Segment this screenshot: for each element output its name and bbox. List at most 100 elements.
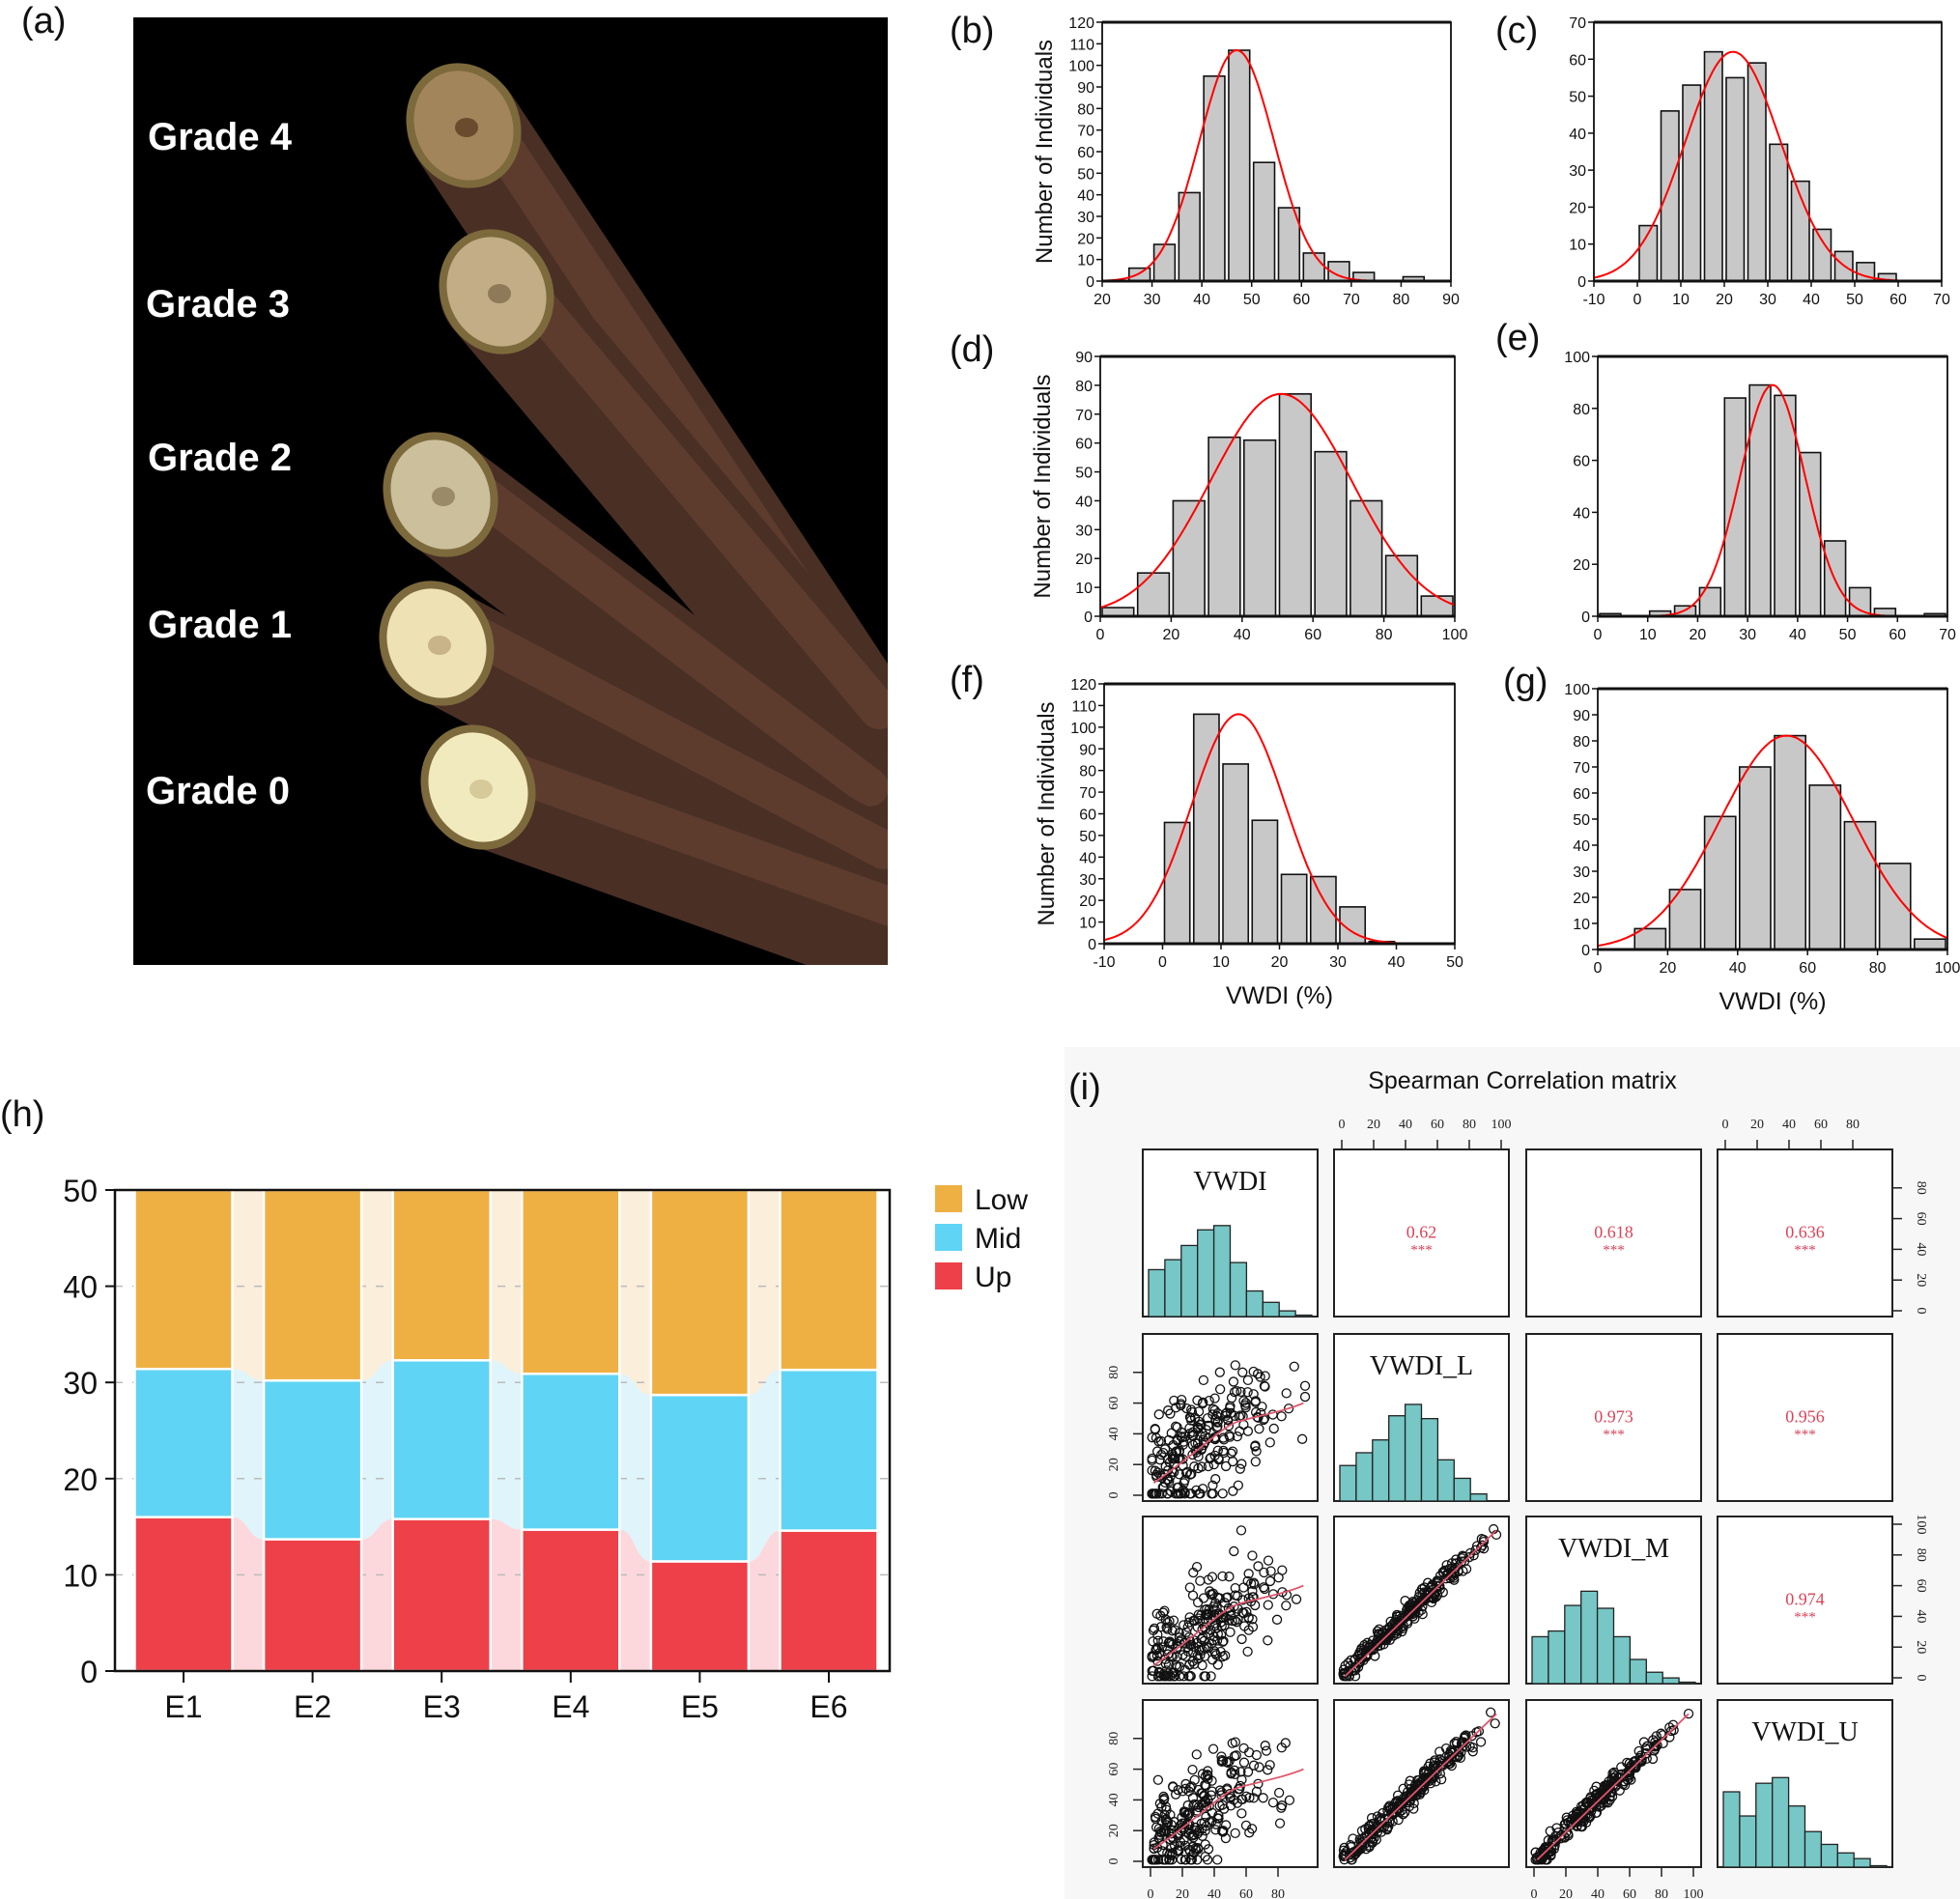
flow-band-up [361, 1518, 393, 1671]
x-tick-label: 100 [1935, 960, 1960, 977]
y-tick-label: 90 [1079, 742, 1096, 758]
x-tick-label: 0 [1594, 960, 1603, 977]
histogram-bar [1774, 734, 1807, 950]
y-tick-label: 40 [1079, 850, 1096, 866]
axis-tick-label: 100 [1491, 1118, 1512, 1132]
histogram-bar [1769, 143, 1789, 282]
flow-band-up [232, 1516, 265, 1671]
bar-segment-mid [262, 1378, 363, 1541]
x-tick-label: 0 [1158, 954, 1167, 971]
y-tick-label: 120 [1070, 677, 1096, 694]
panel-label-d: (d) [950, 329, 994, 370]
bar-segment-mid [649, 1393, 751, 1563]
x-tick-label: -10 [1093, 954, 1115, 971]
scatter-points [1147, 1525, 1302, 1682]
histogram-bar [1262, 1301, 1280, 1318]
x-tick-label: 80 [1376, 627, 1393, 643]
histogram-bar [1799, 451, 1822, 617]
y-tick-label: 70 [1075, 408, 1093, 424]
bar-segment-up [133, 1516, 234, 1673]
y-tick-label: 70 [1569, 15, 1586, 32]
bar-segment-up [779, 1529, 879, 1673]
branch-grade-3 [439, 229, 888, 791]
y-tick-label: 90 [1077, 80, 1094, 97]
matrix-cell-2-3: 0.974*** [1717, 1516, 1893, 1685]
loess-smoother-line [1344, 1713, 1497, 1861]
legend-swatch-low [935, 1185, 962, 1212]
histogram-bar [1725, 76, 1746, 282]
x-tick-label: 60 [1889, 627, 1906, 643]
plot-frame [1597, 355, 1948, 617]
axis-tick-label: 20 [1107, 1824, 1122, 1837]
matrix-cell-0-1: 0.62*** [1333, 1148, 1510, 1318]
y-tick-label: 50 [1079, 829, 1096, 845]
histogram-bar [1682, 84, 1702, 282]
y-tick-label: 50 [1077, 166, 1094, 183]
y-tick-label: 10 [63, 1558, 98, 1593]
x-tick-label: 40 [1234, 627, 1251, 643]
y-tick-label: 50 [1569, 90, 1586, 106]
axis-tick-label: 20 [1367, 1118, 1380, 1132]
histogram-bar [1339, 1464, 1357, 1502]
histogram-bar [1869, 1864, 1888, 1868]
flow-band-low [490, 1190, 523, 1375]
axis-tick-label: 0 [1531, 1887, 1538, 1899]
y-tick-label: 60 [1079, 808, 1096, 824]
flow-band-mid [232, 1369, 265, 1540]
y-tick-label: 50 [1075, 466, 1093, 482]
axis-tick-label: 80 [1107, 1732, 1122, 1745]
histogram-bar [1755, 1782, 1774, 1868]
grade-label-1: Grade 1 [148, 604, 292, 646]
axis-tick-label: 80 [1914, 1181, 1928, 1195]
y-tick-label: 20 [1075, 552, 1093, 568]
x-tick-label: 40 [1789, 627, 1806, 643]
y-tick-label: 60 [1573, 786, 1590, 803]
histogram-bar [1203, 75, 1226, 282]
histogram-bar [1207, 436, 1241, 617]
grade-label-0: Grade 0 [146, 770, 290, 812]
histogram-bar [1148, 1268, 1166, 1318]
significance-stars: *** [1410, 1243, 1433, 1259]
histogram-bar [1914, 938, 1946, 950]
flow-band-low [619, 1190, 651, 1396]
axis-tick-label: 40 [1399, 1118, 1412, 1132]
legend-label: Low [975, 1184, 1028, 1216]
bar-segment-low [262, 1188, 363, 1382]
histogram-bar [1178, 191, 1201, 282]
histogram-bar [1596, 1607, 1615, 1685]
histogram-bar [1739, 766, 1772, 950]
histogram-bar [1469, 1492, 1488, 1502]
significance-stars: *** [1794, 1610, 1816, 1626]
histogram-bar [1453, 1477, 1471, 1502]
x-tick-label: 20 [1660, 960, 1677, 977]
axis-tick-label: 40 [1914, 1609, 1928, 1623]
category-label: E2 [294, 1689, 331, 1724]
matrix-cell-0-3: 0.636*** [1717, 1148, 1893, 1318]
grade-label-3: Grade 3 [146, 283, 290, 326]
matrix-cell-2-2: VWDI_M [1525, 1516, 1702, 1685]
variable-name: VWDI [1193, 1167, 1266, 1197]
variable-name: VWDI_M [1558, 1534, 1669, 1564]
histogram-bar [1703, 815, 1737, 950]
histogram-bar [1843, 820, 1877, 950]
x-tick-label: 80 [1393, 292, 1410, 308]
y-tick-label: 10 [1569, 238, 1586, 254]
axis-tick-label: 0 [1148, 1887, 1154, 1899]
x-tick-label: 70 [1933, 292, 1950, 308]
histogram-bar [1222, 763, 1250, 945]
histogram-e: 0 10 20 30 40 50 60 70 0 20 40 60 80 100 [1564, 350, 1956, 643]
y-tick-label: 70 [1079, 785, 1096, 802]
axis-tick-label: 80 [1463, 1118, 1476, 1132]
x-axis-label: VWDI (%) [1226, 982, 1333, 1009]
y-tick-label: 10 [1573, 917, 1590, 933]
flow-band-up [748, 1530, 781, 1671]
histogram-bar [1660, 110, 1680, 282]
axis-tick-label: 80 [1271, 1887, 1285, 1899]
y-tick-label: 40 [1569, 127, 1586, 143]
axis-tick-label: 20 [1107, 1458, 1122, 1471]
x-tick-label: 0 [1096, 627, 1105, 643]
axis-tick-label: 0 [1339, 1118, 1346, 1132]
histogram-bar [1172, 499, 1206, 617]
histogram-bar [1722, 1791, 1741, 1868]
histogram-bar [1251, 819, 1279, 945]
